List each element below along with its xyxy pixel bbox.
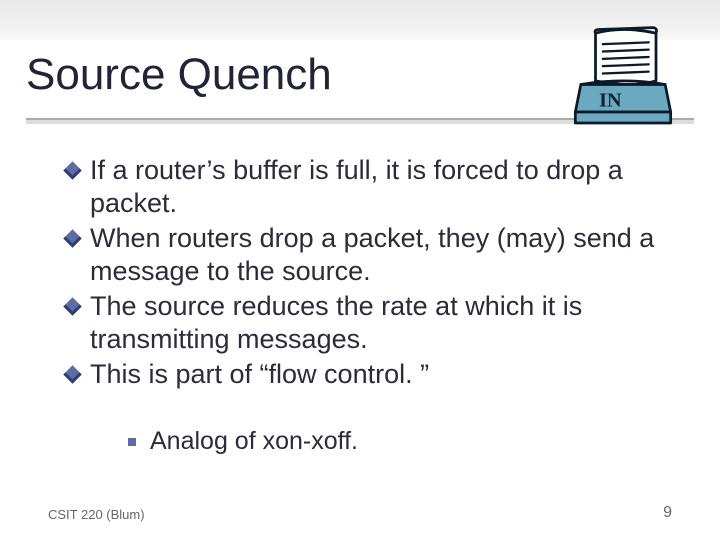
footer-page-number: 9 (663, 504, 672, 522)
bullet-item: This is part of “flow control. ” (90, 358, 670, 391)
slide-title: Source Quench (26, 50, 332, 100)
sub-bullet-item: Analog of xon-xoff. (150, 426, 358, 457)
bullet-item: When routers drop a packet, they (may) s… (90, 222, 670, 288)
bullet-item: If a router’s buffer is full, it is forc… (90, 154, 670, 220)
footer-left: CSIT 220 (Blum) (48, 507, 145, 522)
bullet-list: If a router’s buffer is full, it is forc… (90, 154, 670, 393)
inbox-tray-icon: IN (568, 24, 678, 134)
sub-bullet-list: Analog of xon-xoff. (150, 426, 358, 457)
bullet-item: The source reduces the rate at which it … (90, 290, 670, 356)
inbox-label: IN (599, 90, 622, 112)
